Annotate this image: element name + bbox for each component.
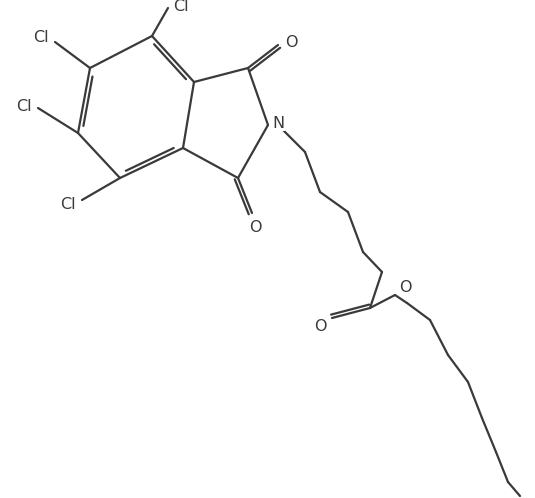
Text: Cl: Cl (60, 197, 76, 212)
Text: O: O (314, 319, 326, 334)
Text: O: O (285, 34, 297, 49)
Text: Cl: Cl (33, 29, 49, 44)
Text: O: O (249, 220, 261, 235)
Text: N: N (272, 116, 284, 130)
Text: Cl: Cl (173, 0, 189, 13)
Text: Cl: Cl (16, 99, 32, 114)
Text: O: O (399, 279, 411, 294)
